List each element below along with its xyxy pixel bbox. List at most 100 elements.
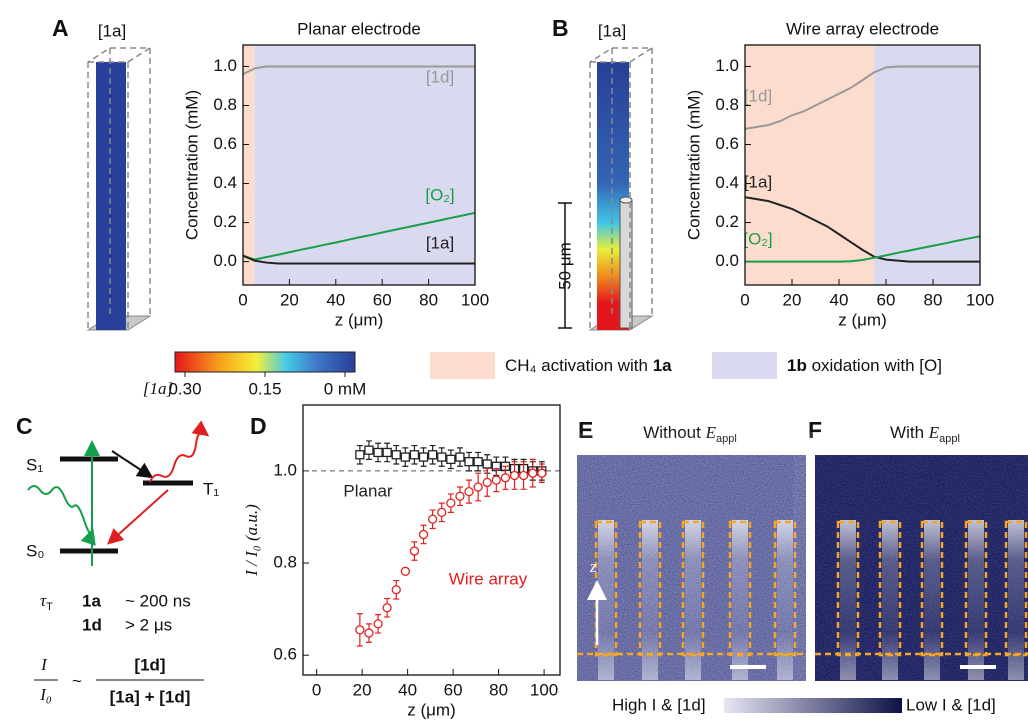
series-label: [1d]	[426, 67, 454, 86]
wire-signal	[685, 520, 701, 680]
point	[400, 452, 410, 462]
level-label: S₁	[26, 455, 43, 474]
region	[243, 45, 255, 285]
wire-signal	[924, 520, 940, 680]
x-axis-label: z (μm)	[407, 700, 456, 719]
point	[427, 514, 438, 524]
line	[744, 65, 980, 130]
legend-label: CH₄ activation with 1a	[505, 356, 672, 375]
x-tick-label: 80	[924, 290, 943, 309]
energy-diagram	[27, 420, 210, 566]
x-tick-label: 80	[419, 290, 438, 309]
x-tick-label: 80	[489, 680, 508, 699]
legend-swatch	[712, 352, 777, 379]
line	[242, 254, 475, 265]
wire-signal	[882, 520, 898, 680]
image-title: With Eappl	[890, 423, 960, 445]
title-sub: appl	[939, 433, 960, 445]
series-label: Wire array	[449, 569, 528, 588]
panel-letter: B	[552, 15, 569, 41]
column-b	[588, 47, 655, 331]
y-tick-label: 0.8	[715, 95, 739, 114]
point	[473, 482, 483, 492]
y-tick-label: 0.6	[715, 134, 739, 153]
column-a	[86, 47, 153, 331]
equation: I	[40, 655, 48, 674]
wire-signal	[732, 520, 748, 680]
equation: [1d]	[134, 655, 165, 674]
plot-frame	[744, 44, 981, 286]
x-tick-label: 60	[877, 290, 896, 309]
x-tick-label: 100	[461, 290, 489, 309]
panel-letter: F	[808, 417, 822, 443]
legend-label: 1b oxidation with [O]	[787, 356, 942, 375]
level-label: S₀	[26, 541, 44, 560]
x-tick-label: 40	[830, 290, 849, 309]
title-symbol: E	[705, 423, 717, 442]
wire-signal	[968, 520, 984, 680]
point	[518, 470, 529, 481]
line	[744, 196, 980, 263]
colorbar-tick-label: 0 mM	[324, 379, 367, 398]
colorbar-tick-label: 0.30	[168, 379, 201, 398]
y-axis-label: Concentration (mM)	[684, 90, 703, 240]
title-symbol: E	[928, 423, 940, 442]
point	[391, 450, 401, 460]
point	[482, 459, 492, 469]
species: 1a	[82, 591, 101, 610]
series-label: [O₂]	[743, 229, 772, 248]
point	[382, 447, 392, 458]
wire-signal	[840, 520, 856, 680]
x-axis-label: z (μm)	[838, 310, 887, 329]
level-label: T₁	[203, 479, 219, 498]
legend-part: CH₄ activation with	[505, 356, 653, 375]
x-tick-label: 20	[353, 680, 372, 699]
point	[446, 454, 456, 465]
x-tick-label: 0	[312, 680, 321, 699]
column-label: [1a]	[98, 21, 126, 40]
x-tick-label: 100	[966, 290, 994, 309]
point	[491, 475, 501, 485]
point	[355, 450, 365, 460]
species: 1d	[82, 615, 102, 634]
point	[537, 468, 547, 478]
colorbar-label: [1a]	[143, 379, 173, 398]
x-tick-label: 20	[280, 290, 299, 309]
equation: I₀	[39, 685, 52, 704]
panel-letter: D	[250, 413, 267, 439]
title-sub: appl	[716, 433, 737, 445]
x-tick-label: 40	[326, 290, 345, 309]
legend-swatch	[430, 352, 495, 379]
y-tick-label: 0.8	[273, 553, 297, 572]
y-tick-label: 0.0	[715, 251, 739, 270]
equation: ~	[72, 671, 82, 690]
colorbar-tick-label: 0.15	[248, 379, 281, 398]
intensity-high: High I & [1d]	[612, 695, 706, 714]
y-axis-label: Concentration (mM)	[182, 90, 201, 240]
scale-bar-label: 50 μm	[555, 242, 574, 290]
wire-roi	[920, 520, 944, 657]
wire-signal	[1008, 520, 1024, 680]
colorbar	[174, 351, 356, 373]
legend-part: oxidation with [O]	[807, 356, 942, 375]
column-label: [1a]	[598, 21, 626, 40]
y-tick-label: 1.0	[213, 56, 237, 75]
title-text: With	[890, 423, 929, 442]
y-tick-label: 0.6	[273, 645, 297, 664]
image-title: Without Eappl	[643, 423, 737, 445]
point	[364, 628, 374, 638]
point	[509, 470, 520, 481]
title-text: Without	[643, 423, 705, 442]
lifetime: ~ 200 ns	[125, 591, 191, 610]
chart-title: Planar electrode	[297, 19, 421, 38]
microscopy-images: z	[577, 455, 1028, 681]
point	[437, 507, 447, 518]
symbol-sub: T	[46, 601, 53, 613]
intensity-low: Low I & [1d]	[906, 695, 996, 714]
x-tick-label: 60	[373, 290, 392, 309]
x-tick-label: 60	[444, 680, 463, 699]
point	[427, 450, 438, 460]
chart: Planar electrode 0 20 40 60 80 100 0.0 0.2 0.4 0.6…	[182, 19, 489, 329]
x-tick-label: 20	[783, 290, 802, 309]
